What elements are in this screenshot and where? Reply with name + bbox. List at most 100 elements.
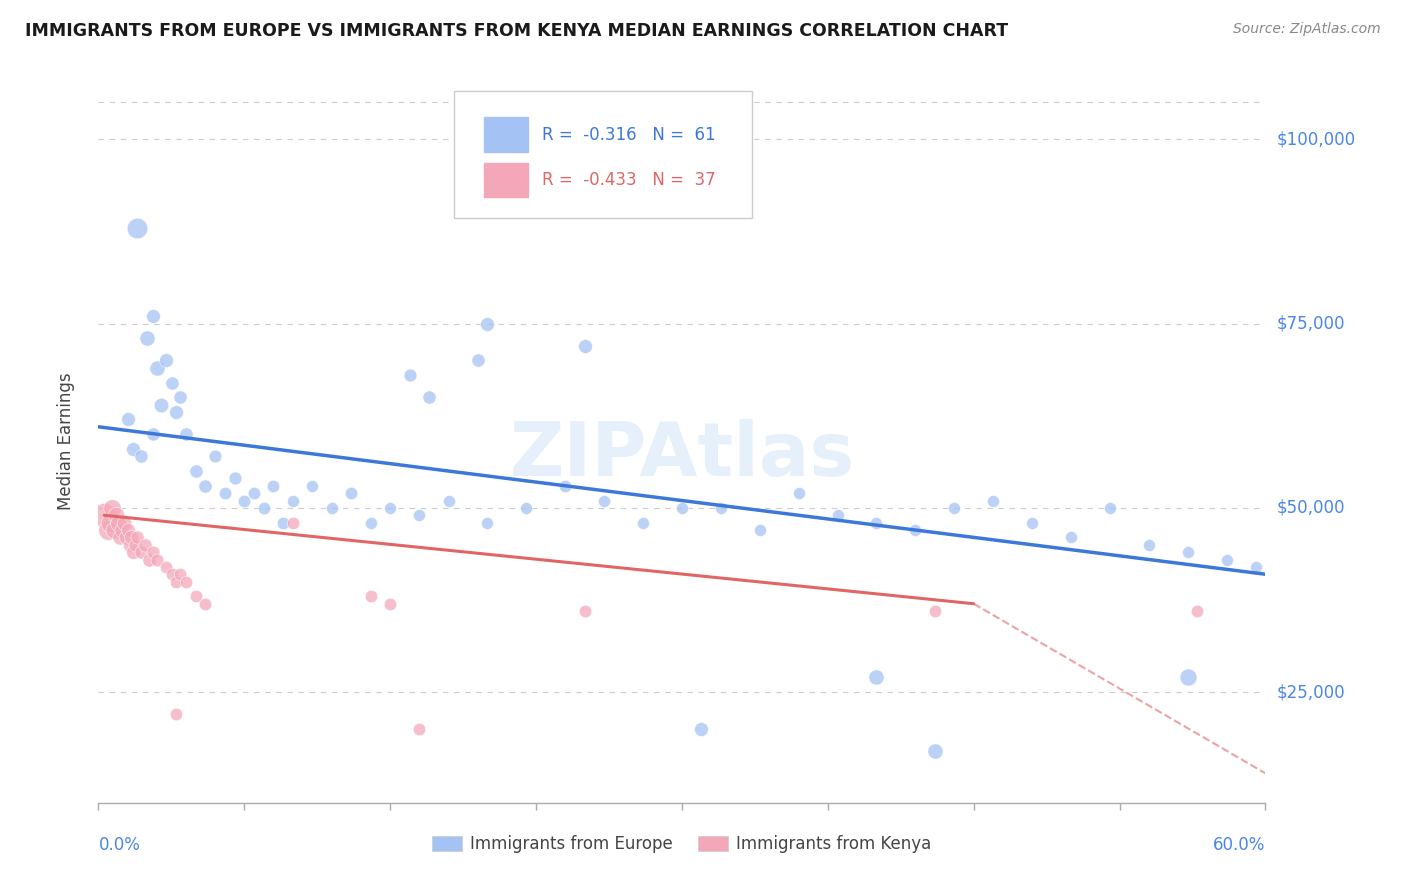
Point [138,552,160,566]
Point [97,523,120,537]
Point [104,508,127,523]
Point [380,500,402,515]
Point [122,442,145,456]
Text: $25,000: $25,000 [1277,683,1346,701]
Point [281,516,304,530]
Point [233,493,256,508]
Y-axis label: Median Earnings: Median Earnings [56,373,75,510]
Point [142,427,165,442]
Point [101,500,124,515]
Point [301,479,323,493]
Point [184,464,207,478]
Point [631,516,654,530]
Point [162,376,184,390]
Point [174,427,197,442]
Point [554,479,576,493]
Point [865,670,887,684]
Point [1098,500,1121,515]
Point [1215,552,1237,566]
Point [98,516,121,530]
Point [107,516,129,530]
Point [437,493,460,508]
Point [149,398,172,412]
Point [748,523,770,537]
Point [253,500,276,515]
Point [865,516,887,530]
Point [103,523,125,537]
Point [124,538,146,552]
Point [671,500,693,515]
Point [467,353,489,368]
Point [165,574,187,589]
Point [574,604,596,618]
Point [574,339,596,353]
Point [118,538,141,552]
Point [117,412,139,426]
Point [360,516,382,530]
FancyBboxPatch shape [454,91,752,218]
Point [924,604,946,618]
Text: R =  -0.316   N =  61: R = -0.316 N = 61 [541,126,716,144]
Point [184,590,207,604]
Point [380,597,402,611]
FancyBboxPatch shape [484,162,527,197]
Point [1187,604,1209,618]
Point [204,450,226,464]
Point [827,508,849,523]
Point [129,545,152,559]
Point [111,523,134,537]
Point [174,574,197,589]
Point [690,722,713,736]
Point [515,500,537,515]
Text: ZIPAtlas: ZIPAtlas [509,419,855,492]
Point [155,560,177,574]
Point [477,516,499,530]
Point [93,508,115,523]
Point [710,500,733,515]
Text: IMMIGRANTS FROM EUROPE VS IMMIGRANTS FROM KENYA MEDIAN EARNINGS CORRELATION CHAR: IMMIGRANTS FROM EUROPE VS IMMIGRANTS FRO… [25,22,1008,40]
Point [136,331,159,345]
Point [243,486,266,500]
Point [146,552,169,566]
Text: R =  -0.433   N =  37: R = -0.433 N = 37 [541,171,716,189]
Point [117,523,139,537]
Text: $100,000: $100,000 [1277,130,1355,148]
Point [271,516,294,530]
Point [155,353,177,368]
Point [924,744,946,758]
Point [142,309,165,323]
Point [340,486,363,500]
Point [1177,545,1199,559]
Text: 0.0%: 0.0% [98,836,141,854]
Point [162,567,184,582]
Point [593,493,616,508]
Point [108,530,131,544]
Point [1060,530,1083,544]
Point [121,530,143,544]
Point [224,471,246,485]
Point [165,405,187,419]
Point [281,493,304,508]
Point [262,479,284,493]
Point [122,545,145,559]
Text: Source: ZipAtlas.com: Source: ZipAtlas.com [1233,22,1381,37]
Point [127,220,149,235]
Point [1177,670,1199,684]
Point [142,545,165,559]
Point [194,597,217,611]
Point [214,486,236,500]
Point [904,523,927,537]
Point [134,538,156,552]
Text: $50,000: $50,000 [1277,499,1346,516]
Point [169,567,191,582]
Point [408,508,430,523]
Point [1021,516,1043,530]
Point [787,486,810,500]
Point [943,500,966,515]
Point [169,390,191,404]
Point [1244,560,1267,574]
Point [114,530,136,544]
Text: $75,000: $75,000 [1277,315,1346,333]
Point [981,493,1004,508]
Point [321,500,343,515]
